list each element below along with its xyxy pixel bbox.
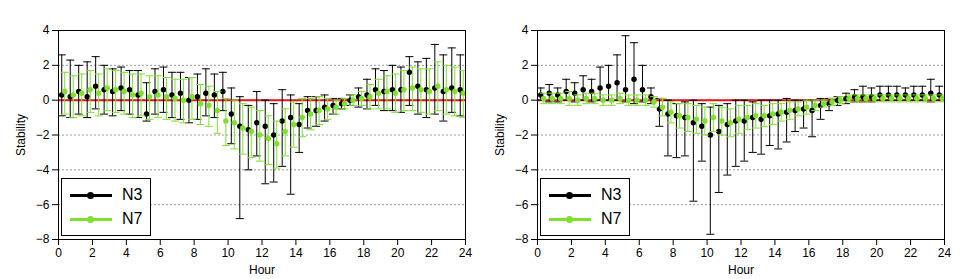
svg-text:20: 20 [391, 246, 405, 260]
svg-text:24: 24 [459, 246, 473, 260]
svg-text:4: 4 [123, 246, 130, 260]
svg-text:22: 22 [425, 246, 439, 260]
svg-text:Stability: Stability [14, 114, 28, 156]
svg-text:Hour: Hour [728, 263, 754, 277]
svg-text:−8: −8 [36, 232, 50, 246]
html-text:N3: N3 [122, 186, 143, 203]
svg-text:−8: −8 [515, 232, 529, 246]
html-text:N7: N7 [122, 210, 143, 227]
html-text:N3: N3 [601, 186, 622, 203]
svg-text:18: 18 [357, 246, 371, 260]
svg-text:−2: −2 [515, 128, 529, 142]
svg-text:−2: −2 [36, 128, 50, 142]
svg-text:4: 4 [43, 23, 50, 37]
svg-text:8: 8 [670, 246, 677, 260]
svg-text:14: 14 [289, 246, 303, 260]
svg-text:20: 20 [870, 246, 884, 260]
svg-text:16: 16 [802, 246, 816, 260]
svg-text:22: 22 [904, 246, 918, 260]
svg-text:Hour: Hour [249, 263, 275, 277]
svg-text:6: 6 [157, 246, 164, 260]
svg-text:Stability: Stability [493, 114, 507, 156]
svg-text:4: 4 [602, 246, 609, 260]
svg-text:0: 0 [55, 246, 62, 260]
svg-text:12: 12 [734, 246, 748, 260]
svg-text:8: 8 [191, 246, 198, 260]
svg-text:−6: −6 [36, 198, 50, 212]
svg-text:2: 2 [89, 246, 96, 260]
svg-text:0: 0 [43, 93, 50, 107]
svg-text:0: 0 [522, 93, 529, 107]
svg-text:12: 12 [255, 246, 269, 260]
svg-text:24: 24 [938, 246, 952, 260]
svg-text:4: 4 [522, 23, 529, 37]
svg-text:−6: −6 [515, 198, 529, 212]
svg-text:10: 10 [700, 246, 714, 260]
svg-text:6: 6 [636, 246, 643, 260]
svg-text:2: 2 [522, 58, 529, 72]
svg-text:16: 16 [323, 246, 337, 260]
svg-text:10: 10 [221, 246, 235, 260]
svg-text:2: 2 [43, 58, 50, 72]
svg-text:14: 14 [768, 246, 782, 260]
html-text:N7: N7 [601, 210, 622, 227]
svg-text:−4: −4 [36, 163, 50, 177]
svg-text:−4: −4 [515, 163, 529, 177]
svg-text:2: 2 [568, 246, 575, 260]
svg-text:0: 0 [534, 246, 541, 260]
svg-text:18: 18 [836, 246, 850, 260]
